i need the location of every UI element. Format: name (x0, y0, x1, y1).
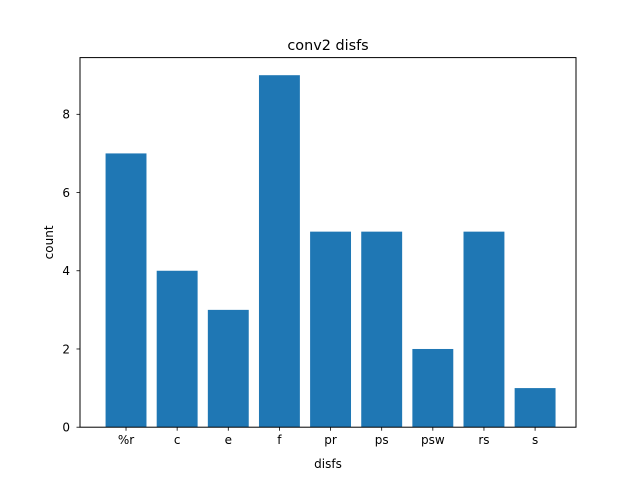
x-tick-label: rs (478, 433, 489, 447)
bar-7 (463, 231, 505, 428)
bar-1 (156, 270, 198, 428)
x-tick-label: psw (421, 433, 445, 447)
bar-0 (105, 153, 147, 428)
bar-4 (310, 231, 352, 428)
bar-2 (207, 309, 249, 428)
bars-layer (105, 75, 556, 428)
y-axis-label: count (42, 225, 56, 259)
y-tick-label: 2 (62, 342, 70, 356)
x-tick-label: s (532, 433, 538, 447)
bar-8 (514, 388, 556, 428)
bar-5 (361, 231, 403, 428)
bar-6 (412, 348, 454, 428)
x-axis-label: disfs (314, 457, 342, 471)
x-tick-label: %r (118, 433, 134, 447)
axes-frame (79, 57, 577, 428)
chart-title: conv2 disfs (287, 38, 368, 54)
x-tick-label: ps (375, 433, 389, 447)
y-tick-label: 0 (62, 421, 70, 435)
bar-3 (258, 75, 300, 428)
y-tick-label: 4 (62, 264, 70, 278)
ticks-layer: %r c e f pr ps psw rs s 0 2 4 6 8 (62, 108, 538, 448)
x-tick-label: e (225, 433, 232, 447)
x-tick-label: f (277, 433, 282, 447)
x-tick-label: c (174, 433, 181, 447)
x-tick-label: pr (324, 433, 337, 447)
y-tick-label: 6 (62, 186, 70, 200)
y-tick-label: 8 (62, 108, 70, 122)
